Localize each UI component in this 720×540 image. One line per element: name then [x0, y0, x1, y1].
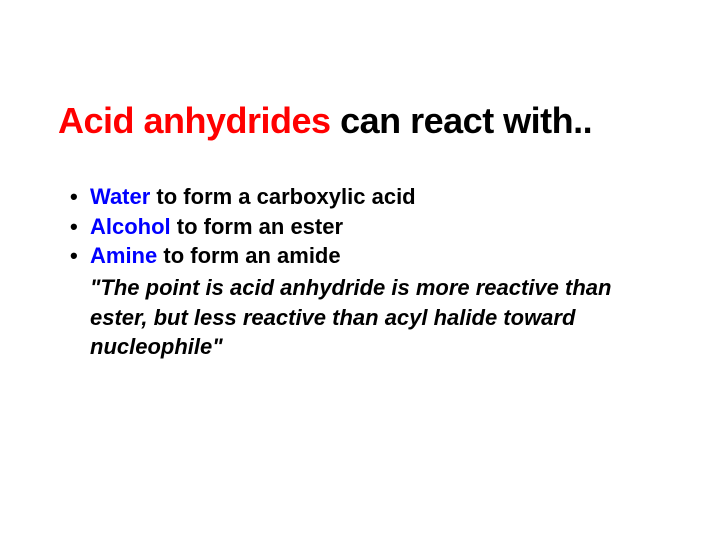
title-highlight: Acid anhydrides — [58, 100, 331, 141]
bullet-keyword: Alcohol — [90, 214, 171, 239]
list-item: Amine to form an amide — [70, 241, 670, 271]
bullet-text: to form an ester — [171, 214, 343, 239]
bullet-list: Water to form a carboxylic acid Alcohol … — [50, 182, 670, 271]
list-item: Water to form a carboxylic acid — [70, 182, 670, 212]
bullet-text: to form an amide — [157, 243, 340, 268]
bullet-keyword: Water — [90, 184, 150, 209]
slide-title: Acid anhydrides can react with.. — [50, 100, 670, 142]
bullet-keyword: Amine — [90, 243, 157, 268]
bullet-text: to form a carboxylic acid — [150, 184, 415, 209]
list-item: Alcohol to form an ester — [70, 212, 670, 242]
quote-text: "The point is acid anhydride is more rea… — [50, 273, 670, 362]
slide-container: Acid anhydrides can react with.. Water t… — [0, 0, 720, 362]
title-rest: can react with.. — [331, 100, 593, 141]
